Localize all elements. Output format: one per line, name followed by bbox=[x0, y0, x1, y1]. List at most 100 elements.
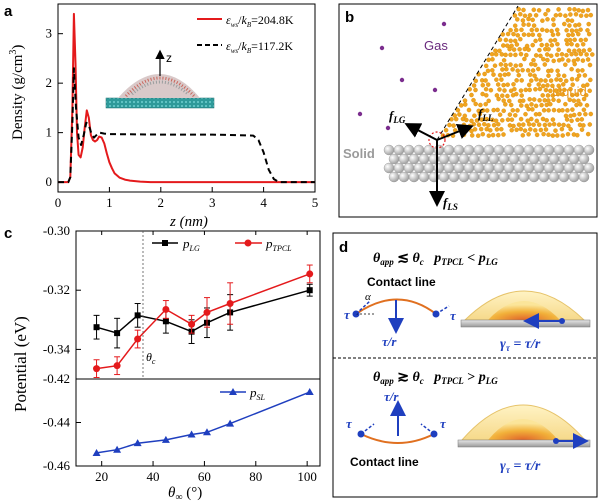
liquid-particle bbox=[536, 122, 542, 127]
liquid-particle bbox=[464, 117, 469, 123]
liquid-particle bbox=[551, 97, 556, 103]
liquid-particle bbox=[559, 52, 565, 57]
liquid-particle bbox=[580, 42, 586, 47]
series-psl-point bbox=[202, 428, 211, 436]
liquid-particle bbox=[518, 62, 523, 68]
series-line-204K bbox=[58, 12, 315, 184]
liquid-particle bbox=[447, 122, 452, 128]
liquid-particle bbox=[549, 42, 555, 48]
liquid-particle bbox=[495, 107, 500, 113]
liquid-particle bbox=[531, 7, 537, 13]
panel-label-b: b bbox=[345, 9, 354, 26]
tau-label-bottom-right: τ bbox=[440, 416, 447, 431]
liquid-particle bbox=[511, 123, 516, 129]
gas-particle bbox=[441, 21, 447, 27]
inset-z-label: z bbox=[166, 51, 172, 65]
liquid-particle bbox=[527, 72, 533, 77]
liquid-particle bbox=[546, 132, 551, 137]
liquid-particle bbox=[569, 118, 574, 124]
liquid-particle bbox=[492, 63, 498, 68]
liquid-particle bbox=[531, 122, 536, 127]
liquid-particle bbox=[546, 108, 551, 113]
solid-sphere bbox=[473, 162, 485, 174]
liquid-particle bbox=[544, 28, 550, 33]
series-ptpcl-point bbox=[203, 308, 211, 316]
liquid-particle bbox=[578, 37, 584, 43]
liquid-particle bbox=[541, 108, 547, 113]
liquid-particle bbox=[516, 6, 521, 12]
solid-sphere bbox=[523, 162, 535, 174]
liquid-particle bbox=[526, 132, 531, 137]
liquid-particle bbox=[478, 126, 484, 132]
liquid-particle bbox=[461, 122, 467, 128]
liquid-particle bbox=[549, 28, 554, 34]
liquid-particle bbox=[473, 101, 478, 107]
liquid-particle bbox=[565, 18, 571, 23]
series-ptpcl-point bbox=[188, 320, 196, 328]
liquid-particle bbox=[583, 92, 589, 98]
y-tick-label-c-bottom: -0.44 bbox=[43, 415, 71, 430]
series-c bbox=[92, 264, 314, 456]
droplet-inner-bottom bbox=[488, 419, 558, 440]
liquid-particle bbox=[533, 128, 538, 133]
solid-sphere bbox=[438, 171, 450, 183]
series-psl-point bbox=[113, 445, 122, 453]
solid-sphere bbox=[563, 144, 575, 156]
liquid-particle bbox=[585, 7, 591, 13]
liquid-particle bbox=[565, 108, 570, 113]
liquid-particle bbox=[566, 32, 571, 38]
liquid-particle bbox=[493, 118, 499, 123]
liquid-particle bbox=[486, 98, 491, 104]
tau-label-top-right: τ bbox=[450, 308, 457, 323]
solid-sphere bbox=[463, 144, 475, 156]
liquid-particle bbox=[556, 83, 561, 89]
liquid-particle bbox=[501, 82, 506, 88]
inset-droplet: z bbox=[105, 49, 215, 109]
liquid-particle bbox=[503, 62, 508, 68]
liquid-particle bbox=[507, 98, 512, 104]
series-ptpcl-point bbox=[226, 300, 234, 308]
liquid-particle bbox=[508, 27, 513, 33]
solid-sphere bbox=[443, 144, 455, 156]
x-tick-label-c: 60 bbox=[198, 469, 211, 484]
liquid-particle bbox=[585, 28, 590, 33]
liquid-particle bbox=[529, 27, 535, 33]
solid-sphere bbox=[583, 144, 595, 156]
liquid-particle bbox=[550, 32, 556, 38]
series-line-117K bbox=[58, 67, 315, 184]
liquid-particle bbox=[501, 132, 506, 137]
series-psl-point bbox=[161, 435, 170, 443]
liquid-particle bbox=[587, 47, 592, 53]
liquid-particle bbox=[519, 78, 524, 83]
liquid-particle bbox=[508, 52, 513, 58]
liquid-particle bbox=[531, 97, 537, 102]
liquid-particle bbox=[522, 56, 527, 62]
liquid-particle bbox=[510, 67, 515, 72]
solid-sphere bbox=[468, 171, 480, 183]
liquid-particle bbox=[469, 133, 475, 138]
liquid-particle bbox=[538, 78, 544, 83]
liquid-particle bbox=[507, 46, 512, 52]
liquid-particle bbox=[550, 93, 556, 98]
liquid-particle bbox=[533, 87, 538, 92]
liquid-particle bbox=[526, 106, 531, 112]
liquid-particle bbox=[510, 108, 516, 113]
liquid-particle bbox=[516, 72, 522, 78]
liquid-particle bbox=[505, 82, 510, 87]
panel-a: a 0 1 2 3 4 5 0 1 2 3 Density (g/cm3) z (nm) εws/… bbox=[4, 3, 318, 230]
plot-frame-c-bottom bbox=[75, 378, 321, 467]
liquid-particle bbox=[538, 53, 543, 59]
liquid-particle bbox=[480, 82, 486, 88]
liquid-particle bbox=[568, 86, 573, 92]
solid-sphere bbox=[553, 162, 565, 174]
liquid-particle bbox=[543, 11, 548, 17]
x-tick-label-a: 4 bbox=[260, 195, 267, 210]
y-tick-label-c-top: -0.34 bbox=[43, 341, 71, 356]
liquid-particle bbox=[573, 51, 579, 57]
liquid-particle bbox=[526, 82, 532, 88]
liquid-particle bbox=[580, 58, 586, 63]
liquid-particle bbox=[486, 57, 491, 63]
solid-sphere bbox=[488, 153, 500, 165]
liquid-particle bbox=[573, 23, 578, 28]
liquid-particle bbox=[508, 38, 513, 44]
